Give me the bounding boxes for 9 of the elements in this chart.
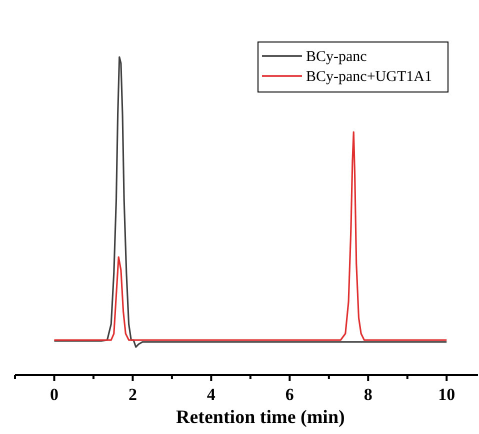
x-tick-label: 8 bbox=[364, 385, 372, 404]
x-tick-label: 6 bbox=[285, 385, 294, 404]
x-tick-label: 10 bbox=[438, 385, 456, 404]
x-tick-label: 0 bbox=[50, 385, 58, 404]
x-tick-label: 4 bbox=[206, 385, 216, 404]
legend-label: BCy-panc bbox=[306, 49, 368, 65]
x-axis-title: Retention time (min) bbox=[176, 407, 345, 428]
legend-label: BCy-panc+UGT1A1 bbox=[306, 69, 432, 85]
x-tick-label: 2 bbox=[128, 385, 137, 404]
